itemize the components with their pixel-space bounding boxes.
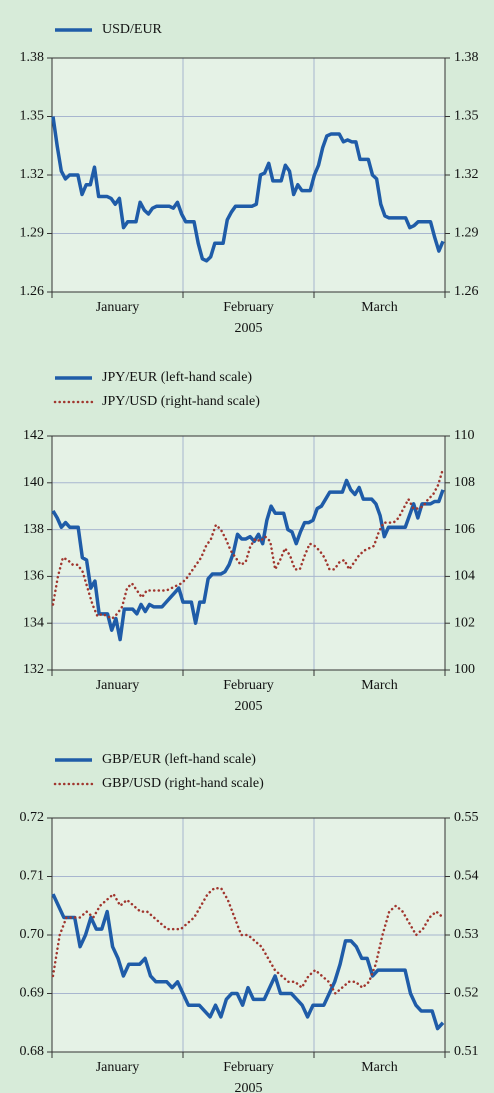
y-tick-label: 1.35 [20, 109, 45, 124]
y2-tick-label: 108 [454, 475, 475, 490]
y-tick-label: 138 [23, 522, 44, 537]
x-axis-label: 2005 [235, 321, 263, 336]
series-line [51, 467, 445, 620]
x-tick-label: January [96, 300, 140, 315]
x-axis-label: 2005 [235, 699, 263, 714]
y2-tick-label: 0.54 [454, 869, 479, 884]
y2-tick-label: 0.52 [454, 986, 479, 1001]
y2-tick-label: 110 [454, 428, 474, 443]
y-tick-label: 0.71 [20, 869, 45, 884]
x-tick-label: February [223, 300, 274, 315]
plot-frame [51, 57, 446, 293]
x-tick-label: February [223, 678, 274, 693]
y2-tick-label: 102 [454, 615, 475, 630]
x-tick-label: March [361, 678, 398, 693]
y-tick-label: 140 [23, 475, 44, 490]
y2-tick-label: 0.51 [454, 1044, 479, 1059]
x-tick-label: March [361, 300, 398, 315]
y-tick-label: 0.69 [20, 986, 45, 1001]
y-tick-label: 134 [23, 615, 44, 630]
plot-frame [51, 817, 446, 1053]
y2-tick-label: 1.29 [454, 226, 479, 241]
legend-label: USD/EUR [102, 22, 163, 37]
x-tick-label: March [361, 1060, 398, 1075]
y-tick-label: 142 [23, 428, 44, 443]
y-tick-label: 132 [23, 662, 44, 677]
series-line [51, 478, 445, 642]
x-axis-label: 2005 [235, 1081, 263, 1093]
y2-tick-label: 1.32 [454, 167, 479, 182]
y2-tick-label: 106 [454, 522, 475, 537]
y2-tick-label: 104 [454, 569, 475, 584]
y2-tick-label: 0.55 [454, 810, 479, 825]
y-tick-label: 0.72 [20, 810, 45, 825]
y2-tick-label: 0.53 [454, 927, 479, 942]
y-tick-label: 1.29 [20, 226, 45, 241]
x-tick-label: January [96, 678, 140, 693]
y2-tick-label: 1.26 [454, 284, 479, 299]
legend-label: JPY/EUR (left-hand scale) [102, 370, 252, 385]
series-line [51, 116, 445, 263]
legend-label: GBP/USD (right-hand scale) [102, 776, 264, 791]
y-tick-label: 0.70 [20, 927, 45, 942]
y-tick-label: 1.26 [20, 284, 45, 299]
y2-tick-label: 1.35 [454, 109, 479, 124]
y2-tick-label: 1.38 [454, 50, 479, 65]
plot-frame [51, 435, 446, 671]
x-tick-label: January [96, 1060, 140, 1075]
y-tick-label: 1.38 [20, 50, 45, 65]
legend-label: JPY/USD (right-hand scale) [102, 394, 260, 409]
series-line [51, 893, 445, 1031]
x-tick-label: February [223, 1060, 274, 1075]
legend-label: GBP/EUR (left-hand scale) [102, 752, 256, 767]
y-tick-label: 0.68 [20, 1044, 45, 1059]
y-tick-label: 1.32 [20, 167, 45, 182]
y-tick-label: 136 [23, 569, 44, 584]
y2-tick-label: 100 [454, 662, 475, 677]
